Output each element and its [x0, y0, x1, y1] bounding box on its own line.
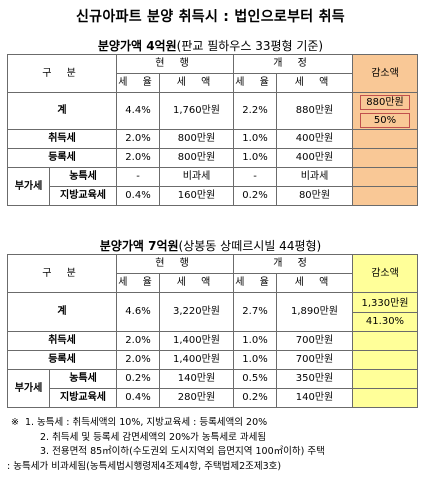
row-label-acquisition-tax: 취득세 [7, 331, 117, 351]
cell-reduction-empty [352, 186, 418, 206]
cell-revised-amount: 400만원 [276, 129, 353, 149]
row-label-surtax-group: 부가세 [7, 167, 50, 206]
cell-reduction-empty [352, 350, 418, 370]
cell-reduction-empty [352, 148, 418, 168]
row-label-farm-tax: 농특세 [49, 369, 117, 389]
cell-current-rate: 0.4% [116, 388, 160, 408]
row-label-farm-tax: 농특세 [49, 167, 117, 187]
cell-revised-amount: 140만원 [276, 388, 353, 408]
cell-revised-amount: 700만원 [276, 331, 353, 351]
cell-current-amount: 800만원 [159, 148, 234, 168]
cell-revised-amount: 1,890만원 [276, 292, 353, 332]
header-gubun: 구 분 [7, 254, 117, 293]
cell-current-amount: 3,220만원 [159, 292, 234, 332]
cell-revised-amount: 700만원 [276, 350, 353, 370]
row-label-total: 계 [7, 92, 117, 130]
cell-revised-rate: 1.0% [233, 148, 277, 168]
cell-revised-amount: 400만원 [276, 148, 353, 168]
cell-current-rate: 4.6% [116, 292, 160, 332]
cell-current-rate: 2.0% [116, 350, 160, 370]
header-current: 현 행 [116, 54, 234, 74]
header-reduction: 감소액 [352, 254, 418, 293]
cell-revised-rate: 0.2% [233, 388, 277, 408]
header-rate: 세 율 [116, 273, 160, 293]
cell-reduction: 880만원 50% [352, 92, 418, 130]
cell-reduction-empty [352, 167, 418, 187]
header-current: 현 행 [116, 254, 234, 274]
section-1-subtitle-detail: (판교 필하우스 33평형 기준) [176, 39, 324, 53]
row-label-education-tax: 지방교육세 [49, 186, 117, 206]
footnote-4: : 농특세가 비과세됨(농특세법시행령제4조제4항, 주택법제2조제3호) [7, 460, 282, 472]
row-label-surtax-group: 부가세 [7, 369, 50, 408]
row-label-education-tax: 지방교육세 [49, 388, 117, 408]
cell-revised-rate: 0.2% [233, 186, 277, 206]
row-label-acquisition-tax: 취득세 [7, 129, 117, 149]
header-amount: 세 액 [159, 273, 234, 293]
reduction-divider [353, 311, 417, 313]
cell-current-rate: 4.4% [116, 92, 160, 130]
cell-reduction-empty [352, 129, 418, 149]
footnote-1-text: 1. 농특세 : 취득세액의 10%, 지방교육세 : 등록세액의 20% [24, 417, 268, 428]
cell-revised-rate: 1.0% [233, 350, 277, 370]
cell-revised-rate: 2.2% [233, 92, 277, 130]
header-amount: 세 액 [276, 73, 353, 93]
cell-current-rate: 0.2% [116, 369, 160, 389]
cell-reduction-empty [352, 369, 418, 389]
section-2-subtitle-bold: 분양가액 7억원 [99, 239, 179, 253]
cell-revised-rate: 1.0% [233, 331, 277, 351]
cell-revised-rate: - [233, 167, 277, 187]
cell-current-amount: 280만원 [159, 388, 234, 408]
footnote-mark: ※ [11, 417, 19, 428]
footnote-3: 3. 전용면적 85㎡이하(수도권외 도시지역외 읍면지역 100㎡이하) 주택 [40, 446, 325, 457]
cell-current-amount: 160만원 [159, 186, 234, 206]
header-rate: 세 율 [116, 73, 160, 93]
cell-current-amount: 비과세 [159, 167, 234, 187]
cell-revised-amount: 350만원 [276, 369, 353, 389]
cell-current-rate: 0.4% [116, 186, 160, 206]
tax-table-7억: 구 분 현 행 개 정 감소액 세 율 세 액 세 율 세 액 계 4.6% 3… [7, 254, 418, 408]
page-title: 신규아파트 분양 취득시 : 법인으로부터 취득 [75, 9, 345, 25]
cell-revised-amount: 880만원 [276, 92, 353, 130]
cell-revised-rate: 2.7% [233, 292, 277, 332]
cell-current-amount: 800만원 [159, 129, 234, 149]
section-2-subtitle: 분양가액 7억원(상봉동 상떼르시빌 44평형) [0, 237, 421, 254]
cell-revised-amount: 80만원 [276, 186, 353, 206]
cell-current-rate: 2.0% [116, 331, 160, 351]
cell-current-rate: - [116, 167, 160, 187]
cell-revised-rate: 1.0% [233, 129, 277, 149]
cell-current-rate: 2.0% [116, 148, 160, 168]
reduction-amount: 880만원 [360, 94, 410, 110]
header-gubun: 구 분 [7, 54, 117, 93]
cell-revised-rate: 0.5% [233, 369, 277, 389]
cell-current-amount: 1,400만원 [159, 331, 234, 351]
header-revised: 개 정 [233, 254, 353, 274]
row-label-total: 계 [7, 292, 117, 332]
header-revised: 개 정 [233, 54, 353, 74]
cell-reduction-empty [352, 331, 418, 351]
header-amount: 세 액 [159, 73, 234, 93]
cell-reduction-empty [352, 388, 418, 408]
section-1-subtitle-bold: 분양가액 4억원 [97, 39, 177, 53]
footnote-2: 2. 취득세 및 등록세 감면세액의 20%가 농특세로 과세됨 [40, 431, 267, 443]
header-rate: 세 율 [233, 273, 277, 293]
cell-current-rate: 2.0% [116, 129, 160, 149]
cell-current-amount: 1,760만원 [159, 92, 234, 130]
footnotes: ※ 1. 농특세 : 취득세액의 10%, 지방교육세 : 등록세액의 20% 2… [7, 416, 417, 474]
cell-reduction: 1,330만원 41.30% [352, 292, 418, 332]
row-label-registration-tax: 등록세 [7, 148, 117, 168]
reduction-percent: 41.30% [365, 315, 405, 327]
section-2-subtitle-detail: (상봉동 상떼르시빌 44평형) [178, 239, 322, 253]
row-label-registration-tax: 등록세 [7, 350, 117, 370]
section-1-subtitle: 분양가액 4억원(판교 필하우스 33평형 기준) [0, 37, 421, 54]
cell-current-amount: 140만원 [159, 369, 234, 389]
header-reduction: 감소액 [352, 54, 418, 93]
tax-table-4억: 구 분 현 행 개 정 감소액 세 율 세 액 세 율 세 액 계 4.4% 1… [7, 54, 418, 206]
reduction-amount: 1,330만원 [361, 297, 409, 309]
cell-revised-amount: 비과세 [276, 167, 353, 187]
cell-current-amount: 1,400만원 [159, 350, 234, 370]
header-amount: 세 액 [276, 273, 353, 293]
header-rate: 세 율 [233, 73, 277, 93]
footnote-1: ※ 1. 농특세 : 취득세액의 10%, 지방교육세 : 등록세액의 20% [7, 416, 417, 431]
reduction-percent: 50% [360, 112, 410, 128]
